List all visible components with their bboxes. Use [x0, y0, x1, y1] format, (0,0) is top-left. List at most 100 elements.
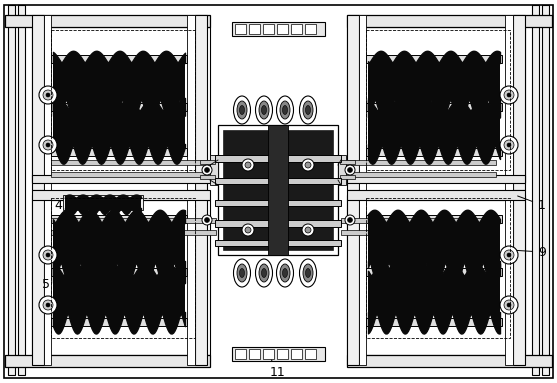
Bar: [235, 349, 246, 359]
Ellipse shape: [303, 264, 313, 282]
Bar: [359, 15, 366, 190]
Circle shape: [46, 303, 50, 307]
Bar: [340, 175, 355, 179]
Bar: [305, 24, 316, 34]
Ellipse shape: [237, 101, 247, 119]
Bar: [368, 223, 500, 261]
Circle shape: [345, 215, 355, 225]
Bar: [338, 155, 346, 185]
Circle shape: [46, 253, 50, 257]
Bar: [268, 125, 288, 255]
Bar: [291, 24, 302, 34]
Bar: [215, 220, 341, 227]
Bar: [200, 175, 215, 179]
Circle shape: [500, 246, 518, 264]
Bar: [347, 27, 525, 182]
Bar: [232, 347, 325, 361]
Bar: [341, 218, 496, 223]
Bar: [340, 160, 355, 164]
Circle shape: [245, 162, 251, 168]
Bar: [32, 15, 44, 190]
Bar: [347, 195, 359, 365]
Bar: [366, 198, 510, 338]
Bar: [215, 178, 341, 184]
Text: 5: 5: [42, 278, 87, 291]
Bar: [368, 276, 500, 312]
Bar: [513, 195, 525, 365]
Bar: [249, 24, 260, 34]
Bar: [366, 268, 502, 276]
Bar: [51, 148, 187, 156]
Circle shape: [302, 224, 314, 236]
Ellipse shape: [300, 259, 316, 287]
Bar: [366, 103, 502, 111]
Bar: [200, 160, 215, 164]
Bar: [359, 195, 366, 365]
Circle shape: [504, 140, 514, 150]
Bar: [210, 155, 218, 185]
Circle shape: [43, 250, 53, 260]
Bar: [195, 195, 207, 365]
Bar: [65, 198, 141, 208]
Bar: [44, 15, 51, 190]
Circle shape: [46, 143, 50, 147]
Bar: [51, 215, 187, 223]
Circle shape: [500, 296, 518, 314]
Ellipse shape: [256, 96, 272, 124]
Bar: [341, 160, 496, 165]
Circle shape: [305, 162, 311, 168]
Ellipse shape: [305, 105, 310, 115]
Bar: [32, 195, 44, 365]
Ellipse shape: [300, 96, 316, 124]
Ellipse shape: [256, 259, 272, 287]
Circle shape: [507, 303, 511, 307]
Circle shape: [202, 165, 212, 175]
Bar: [51, 30, 195, 170]
Ellipse shape: [280, 264, 290, 282]
Bar: [223, 130, 333, 250]
Bar: [341, 172, 496, 177]
Bar: [347, 15, 359, 190]
Circle shape: [507, 93, 511, 97]
Bar: [263, 349, 274, 359]
Bar: [187, 15, 195, 190]
Bar: [187, 195, 195, 365]
Bar: [32, 200, 210, 355]
Circle shape: [504, 90, 514, 100]
Ellipse shape: [261, 268, 266, 278]
Bar: [215, 200, 341, 206]
Circle shape: [345, 165, 355, 175]
Bar: [53, 111, 185, 144]
Bar: [347, 190, 525, 200]
Bar: [51, 160, 216, 165]
Bar: [232, 22, 325, 36]
Bar: [263, 24, 274, 34]
Circle shape: [500, 86, 518, 104]
Circle shape: [39, 86, 57, 104]
Bar: [51, 230, 216, 235]
Circle shape: [305, 227, 311, 233]
Bar: [532, 5, 539, 375]
Circle shape: [39, 136, 57, 154]
Bar: [53, 223, 185, 261]
Circle shape: [504, 250, 514, 260]
Circle shape: [202, 215, 212, 225]
Bar: [32, 175, 210, 183]
Bar: [215, 155, 341, 162]
Bar: [44, 195, 51, 365]
Circle shape: [302, 159, 314, 171]
Ellipse shape: [280, 101, 290, 119]
Circle shape: [204, 218, 209, 223]
Circle shape: [46, 93, 50, 97]
Bar: [366, 148, 502, 156]
Bar: [366, 55, 502, 63]
Bar: [347, 355, 552, 367]
Bar: [18, 5, 25, 375]
Bar: [51, 268, 187, 276]
Bar: [249, 349, 260, 359]
Ellipse shape: [233, 96, 251, 124]
Bar: [32, 190, 210, 200]
Ellipse shape: [305, 268, 310, 278]
Ellipse shape: [276, 96, 294, 124]
Ellipse shape: [303, 101, 313, 119]
